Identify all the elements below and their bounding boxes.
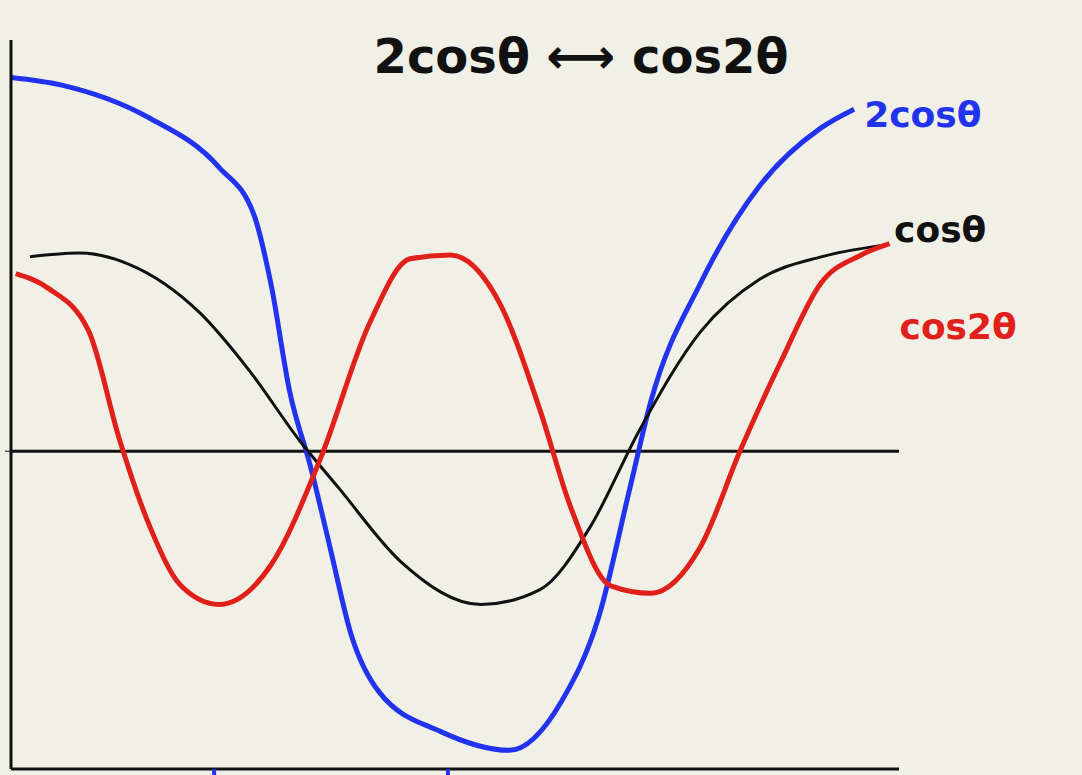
- svg-text:cosθ: cosθ: [894, 209, 986, 250]
- html-text:2cosθ ⟷ cos2θ: 2cosθ ⟷ cos2θ: [373, 28, 789, 84]
- svg-text:cos2θ: cos2θ: [900, 306, 1017, 347]
- svg-text:2cosθ: 2cosθ: [864, 94, 981, 135]
